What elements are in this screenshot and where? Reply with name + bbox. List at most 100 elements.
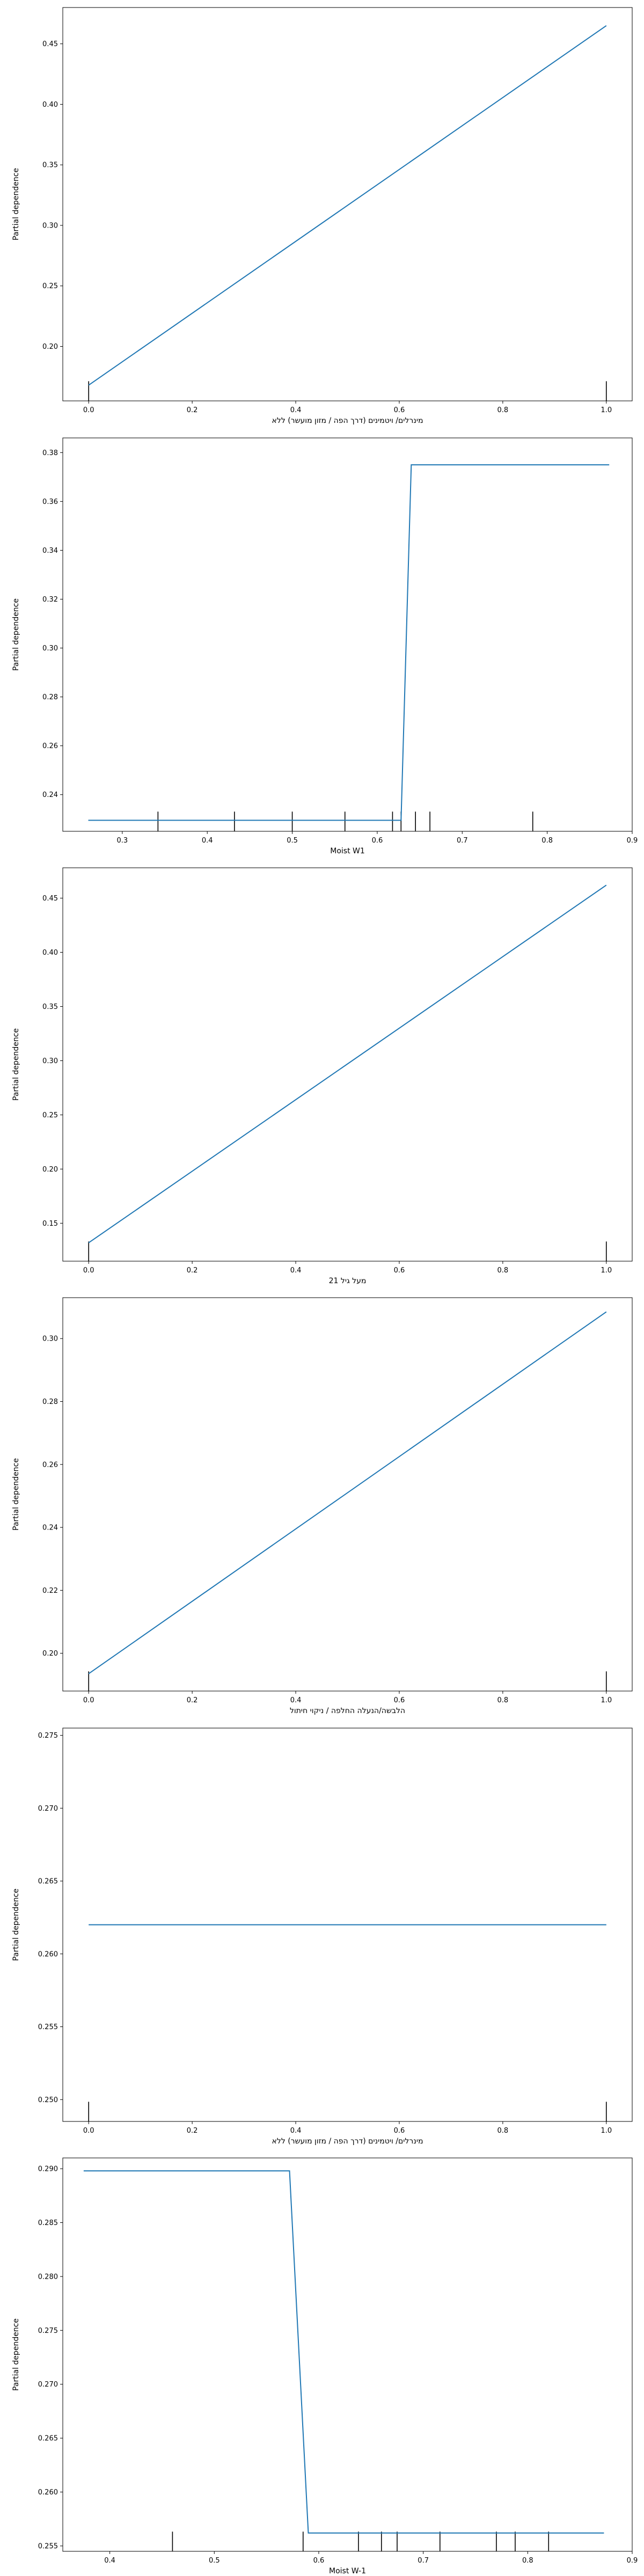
y-tick-label: 0.275: [38, 2327, 58, 2335]
y-tick-label: 0.45: [42, 895, 58, 903]
x-tick-label: 0.8: [497, 1696, 509, 1704]
x-tick-label: 0.6: [372, 837, 383, 845]
y-tick-label: 0.255: [38, 2542, 58, 2550]
x-tick-label: 0.7: [418, 2557, 429, 2565]
y-tick-label: 0.28: [42, 693, 58, 701]
plot-frame: [62, 1728, 633, 2122]
x-tick-label: 0.9: [627, 2557, 638, 2565]
y-tick-label: 0.270: [38, 1805, 58, 1813]
y-tick-label: 0.270: [38, 2381, 58, 2389]
pdp-panel-1: 0.0 0.2 0.4 0.6 0.8 1.0 0.20 0.25 0.30 0.35 0.40 0.…: [12, 7, 633, 425]
y-tick-label: 0.260: [38, 2489, 58, 2497]
partial-dependence-line: [88, 1311, 607, 1674]
x-axis-label: Moist W1: [330, 847, 365, 855]
x-tick-label: 0.4: [290, 406, 302, 414]
y-tick-label: 0.45: [42, 40, 58, 48]
x-tick-label: 0.6: [394, 2127, 405, 2135]
y-tick-label: 0.24: [42, 1524, 58, 1532]
y-tick-label: 0.26: [42, 1461, 58, 1469]
x-tick-label: 0.4: [290, 1696, 302, 1704]
x-axis-label: Moist W-1: [329, 2567, 366, 2575]
plot-frame: [62, 7, 633, 401]
y-tick-label: 0.265: [38, 1878, 58, 1886]
x-tick-label: 0.5: [209, 2557, 220, 2565]
x-tick-label: 0.2: [187, 2127, 198, 2135]
y-tick-label: 0.38: [42, 449, 58, 457]
y-tick-label: 0.30: [42, 222, 58, 230]
plot-frame: [62, 867, 633, 1262]
x-tick-label: 0.0: [83, 1267, 94, 1275]
y-tick-label: 0.280: [38, 2273, 58, 2281]
x-tick-label: 0.0: [83, 406, 94, 414]
x-tick-label: 0.8: [497, 1267, 509, 1275]
y-tick-label: 0.26: [42, 742, 58, 750]
x-tick-label: 0.7: [457, 837, 468, 845]
pdp-panel-5: 0.0 0.2 0.4 0.6 0.8 1.0 0.250 0.255 0.260 0.265 0.…: [12, 1728, 633, 2146]
y-tick-label: 0.36: [42, 498, 58, 506]
y-tick-label: 0.255: [38, 2023, 58, 2031]
y-tick-label: 0.30: [42, 1335, 58, 1343]
y-tick-label: 0.35: [42, 162, 58, 170]
x-tick-label: 0.4: [104, 2557, 115, 2565]
plot-frame: [62, 1297, 633, 1692]
pdp-panel-3: 0.0 0.2 0.4 0.6 0.8 1.0 0.15 0.20 0.25 0.30 0.35 0.…: [12, 867, 633, 1285]
y-tick-label: 0.20: [42, 343, 58, 351]
y-tick-label: 0.25: [42, 1111, 58, 1119]
y-tick-label: 0.22: [42, 1587, 58, 1595]
x-tick-label: 0.8: [522, 2557, 533, 2565]
plot-frame: [62, 2157, 633, 2552]
y-tick-label: 0.30: [42, 1057, 58, 1065]
y-tick-label: 0.20: [42, 1166, 58, 1174]
x-tick-label: 0.6: [394, 406, 405, 414]
partial-dependence-line: [83, 2170, 604, 2534]
y-axis-label: Partial dependence: [12, 1028, 20, 1101]
y-tick-label: 0.290: [38, 2165, 58, 2174]
x-tick-label: 0.4: [290, 2127, 302, 2135]
partial-dependence-line: [88, 884, 607, 1243]
x-tick-label: 1.0: [601, 406, 612, 414]
y-axis-label: Partial dependence: [12, 2318, 20, 2391]
x-tick-label: 0.2: [187, 1267, 198, 1275]
y-tick-label: 0.40: [42, 949, 58, 957]
y-axis-label: Partial dependence: [12, 1458, 20, 1531]
y-tick-label: 0.275: [38, 1732, 58, 1740]
x-tick-label: 0.6: [394, 1696, 405, 1704]
pdp-panel-2: 0.3 0.4 0.5 0.6 0.7 0.8 0.9 0.24 0.26 0.28 0.30 0.3…: [12, 437, 638, 855]
x-tick-label: 0.4: [290, 1267, 302, 1275]
y-axis-label: Partial dependence: [12, 598, 20, 671]
x-tick-label: 0.8: [541, 837, 553, 845]
y-tick-label: 0.28: [42, 1398, 58, 1406]
x-tick-label: 0.5: [287, 837, 298, 845]
y-tick-label: 0.24: [42, 791, 58, 799]
y-tick-label: 0.250: [38, 2096, 58, 2104]
y-tick-label: 0.285: [38, 2219, 58, 2227]
x-tick-label: 0.2: [187, 1696, 198, 1704]
x-tick-label: 0.0: [83, 1696, 94, 1704]
x-tick-label: 0.8: [497, 406, 509, 414]
y-axis-label: Partial dependence: [12, 1889, 20, 1961]
y-tick-label: 0.40: [42, 101, 58, 109]
x-tick-label: 0.8: [497, 2127, 509, 2135]
y-tick-label: 0.34: [42, 547, 58, 555]
y-axis-label: Partial dependence: [12, 168, 20, 240]
x-tick-label: 0.6: [394, 1267, 405, 1275]
partial-dependence-line: [88, 25, 607, 386]
pdp-panel-6: 0.4 0.5 0.6 0.7 0.8 0.9 0.255 0.260 0.265 0.270 0.…: [12, 2157, 638, 2575]
x-tick-label: 0.3: [117, 837, 128, 845]
x-axis-label: הלבשה/הנעלה החלפה / ניקוי חיתול: [290, 1707, 405, 1715]
x-tick-label: 0.9: [627, 837, 638, 845]
y-tick-label: 0.25: [42, 282, 58, 290]
y-tick-label: 0.35: [42, 1003, 58, 1011]
y-tick-label: 0.260: [38, 1950, 58, 1958]
y-tick-label: 0.32: [42, 596, 58, 604]
x-tick-label: 0.6: [313, 2557, 325, 2565]
x-tick-label: 0.4: [202, 837, 213, 845]
x-tick-label: 1.0: [601, 1267, 612, 1275]
x-tick-label: 0.2: [187, 406, 198, 414]
pdp-panel-4: 0.0 0.2 0.4 0.6 0.8 1.0 0.20 0.22 0.24 0.26 0.28 0.…: [12, 1297, 633, 1715]
y-tick-label: 0.15: [42, 1220, 58, 1228]
x-tick-label: 0.0: [83, 2127, 94, 2135]
y-tick-label: 0.265: [38, 2435, 58, 2443]
partial-dependence-line: [88, 464, 610, 821]
